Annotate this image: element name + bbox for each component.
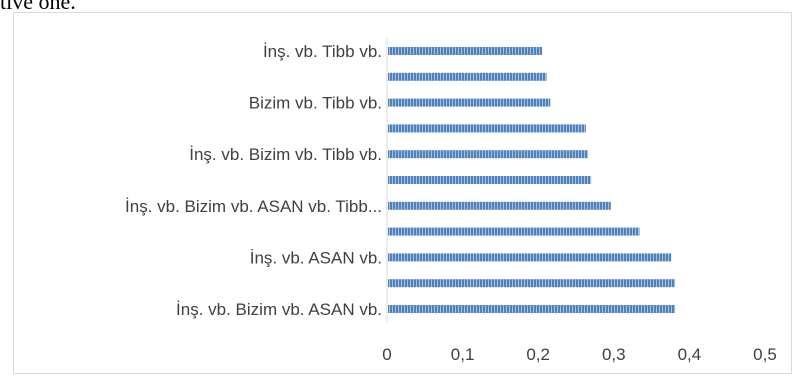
- category-label: İnş. vb. Bizim vb. Tibb vb.: [189, 145, 382, 164]
- bar: [388, 150, 589, 159]
- bar: [388, 124, 586, 133]
- bar: [388, 253, 672, 262]
- chart-frame: [13, 12, 792, 374]
- category-label: İnş. vb. ASAN vb.: [250, 248, 382, 267]
- x-tick-label: 0,4: [678, 345, 702, 364]
- bar: [388, 279, 676, 288]
- page-text-fragment: tive one.: [0, 0, 76, 14]
- bar: [388, 72, 547, 81]
- x-tick-label: 0,5: [753, 345, 777, 364]
- category-label: İnş. vb. Bizim vb. ASAN vb.: [176, 300, 382, 319]
- bar: [388, 201, 611, 210]
- x-tick-label: 0,1: [451, 345, 475, 364]
- x-tick-label: 0,2: [526, 345, 550, 364]
- bar: [388, 98, 551, 107]
- category-label: İnş. vb. Bizim vb. ASAN vb. Tibb...: [125, 197, 382, 216]
- category-label: Bizim vb. Tibb vb.: [249, 94, 382, 113]
- x-tick-label: 0,3: [602, 345, 626, 364]
- bar: [388, 227, 640, 236]
- category-label: İnş. vb. Tibb vb.: [263, 42, 382, 61]
- x-tick-label: 0: [382, 345, 391, 364]
- bar: [388, 47, 542, 55]
- bar: [388, 305, 676, 313]
- bar: [388, 176, 592, 184]
